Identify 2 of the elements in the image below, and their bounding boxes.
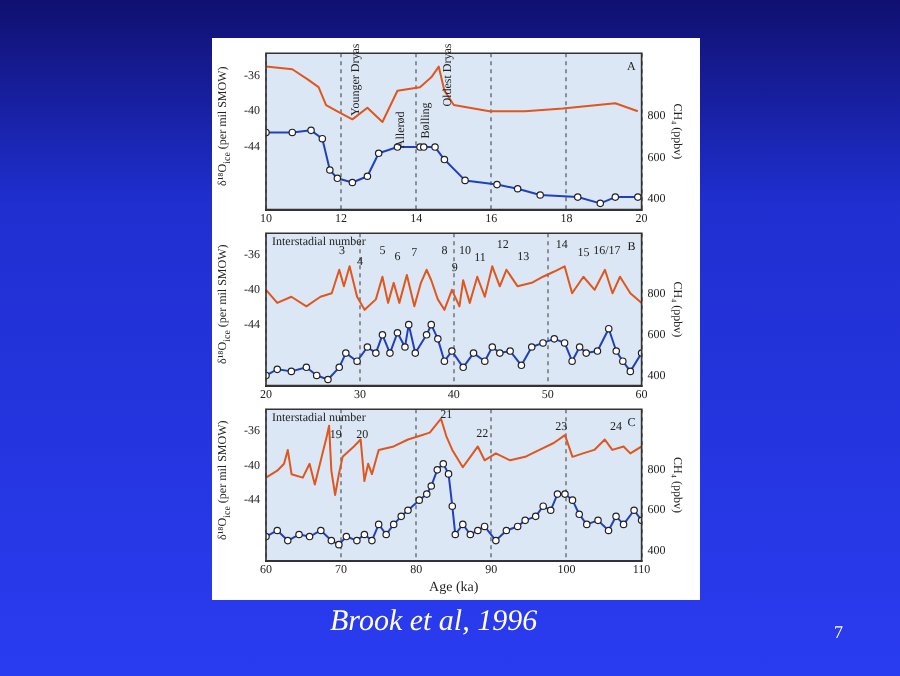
text: 7 xyxy=(834,622,843,642)
text: Brook et al, 1996 xyxy=(330,606,538,640)
